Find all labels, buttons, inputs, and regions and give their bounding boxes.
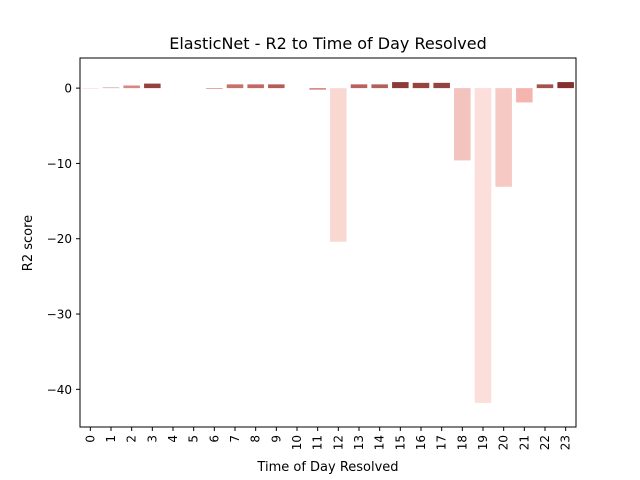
x-tick-label-3: 3 [145,435,159,443]
x-tick-label-11: 11 [311,435,325,450]
x-tick-label-1: 1 [104,435,118,443]
y-axis-label: R2 score [21,215,36,271]
x-tick-label-5: 5 [187,435,201,443]
x-tick-label-10: 10 [290,435,304,450]
bar-18 [454,88,471,161]
bar-21 [516,88,533,103]
x-tick-label-16: 16 [414,435,428,450]
x-axis: 0 1 2 3 4 5 6 7 8 9 10 11 12 13 14 15 16 17 18 19 20 21 22 23 [83,427,573,450]
bars-layer [82,82,574,403]
bar-19 [474,88,492,403]
x-tick-label-21: 21 [517,435,531,450]
bar-8 [247,84,264,89]
bar-23 [557,82,574,89]
x-axis-label: Time of Day Resolved [256,460,398,475]
bar-11 [309,88,326,90]
x-tick-label-19: 19 [476,435,490,450]
x-tick-label-15: 15 [393,435,407,450]
bar-20 [495,88,512,187]
bar-15 [392,82,409,89]
bar-16 [412,82,430,89]
x-tick-label-17: 17 [435,435,449,450]
bar-0 [82,88,99,89]
y-tick-label: 0 [64,82,72,96]
chart-title: ElasticNet - R2 to Time of Day Resolved [169,34,486,53]
bar-22 [536,84,554,89]
x-tick-label-8: 8 [249,435,263,443]
y-tick-label: −20 [47,232,72,246]
x-tick-label-6: 6 [207,435,221,443]
y-tick-label: −30 [47,308,72,322]
x-tick-label-9: 9 [269,435,283,443]
bar-3 [144,83,161,89]
bar-6 [206,88,223,89]
plot-frame [79,57,577,428]
x-tick-label-23: 23 [559,435,573,450]
bar-9 [268,84,285,89]
x-tick-label-4: 4 [166,435,180,443]
bar-1 [102,87,120,89]
bar-7 [226,84,244,89]
x-tick-label-18: 18 [455,435,469,450]
x-tick-label-14: 14 [373,435,387,450]
x-tick-label-13: 13 [352,435,366,450]
bar-14 [371,84,388,89]
x-tick-label-2: 2 [125,435,139,443]
bar-2 [123,85,140,89]
bar-12 [330,88,347,242]
x-tick-label-12: 12 [331,435,345,450]
bar-13 [350,84,368,89]
x-tick-label-20: 20 [497,435,511,450]
bar-17 [433,82,450,89]
y-tick-label: −40 [47,383,72,397]
x-tick-label-22: 22 [538,435,552,450]
y-axis: 0 −10 −20 −30 −40 [47,82,80,397]
x-tick-label-0: 0 [83,435,97,443]
x-tick-label-7: 7 [228,435,242,443]
y-tick-label: −10 [47,157,72,171]
